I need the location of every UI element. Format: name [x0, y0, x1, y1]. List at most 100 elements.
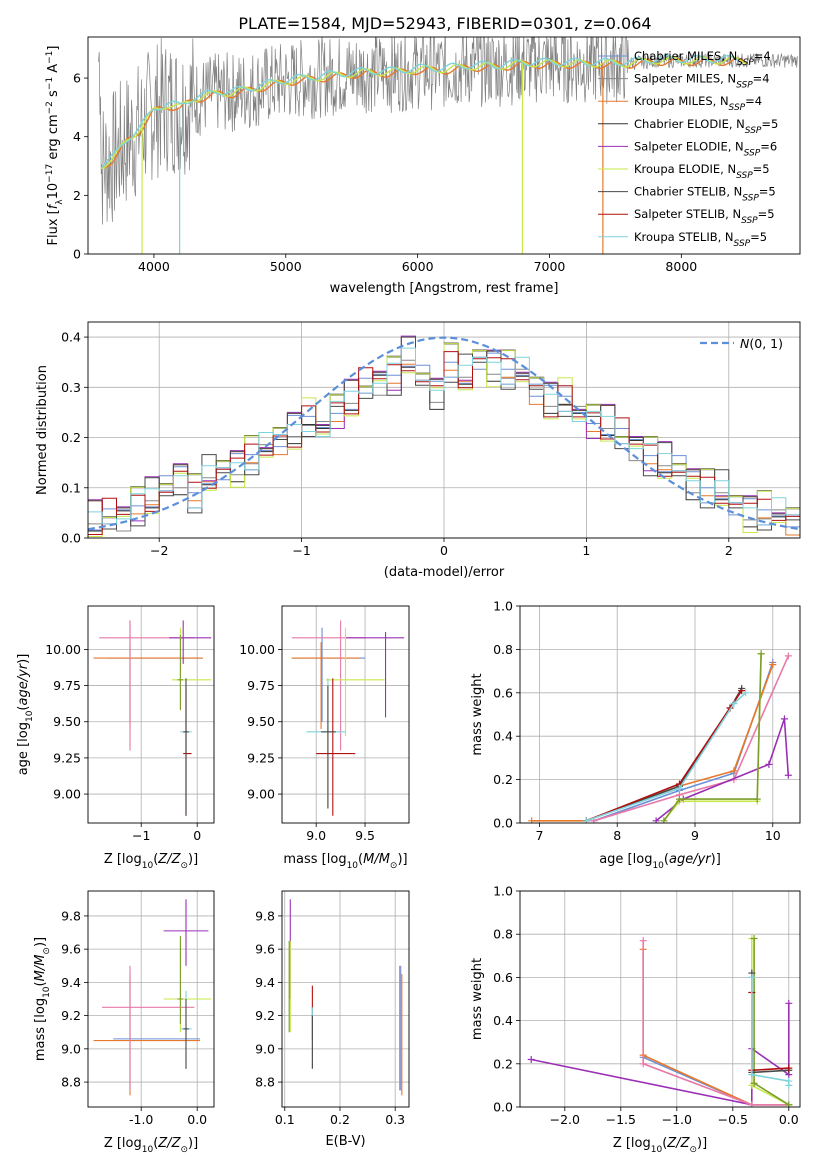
y-tick-label: 0.4: [493, 729, 513, 744]
y-tick-label: 9.25: [53, 750, 81, 765]
x-axis-label: (data-model)/error: [384, 565, 505, 580]
weight-series: [642, 940, 789, 1106]
figure-title: PLATE=1584, MJD=52943, FIBERID=0301, z=0…: [238, 14, 651, 33]
weight-marker: [748, 973, 756, 981]
x-tick-label: 1: [582, 543, 590, 558]
weight-series: [750, 973, 789, 1074]
x-axis-label: mass [log10(M/M⊙)]: [283, 852, 407, 871]
x-tick-label: −1.5: [606, 1112, 636, 1127]
weight-marker: [738, 687, 746, 695]
legend-entry: N(0, 1): [740, 336, 783, 351]
x-tick-label: −1.0: [662, 1112, 692, 1127]
y-tick-label: 10.00: [45, 642, 81, 657]
x-tick-label: 8: [613, 828, 621, 843]
x-tick-label: 8000: [665, 259, 697, 274]
axes-mass-vs-ebv: 0.1 0.2 0.3 8.8 9.0 9.2 9.4 9.6 9.8 E(B-V): [255, 890, 410, 1149]
errorbar-plot: [93, 620, 212, 816]
weight-series: [642, 949, 789, 1106]
legend-entry: Chabrier ELODIE, NSSP=5: [634, 117, 778, 136]
y-tick-label: 0.0: [493, 816, 513, 831]
residual-histogram: [88, 347, 800, 526]
y-tick-label: 0.4: [493, 1013, 513, 1028]
x-axis-label: E(B-V): [325, 1134, 365, 1149]
legend-entry: Kroupa STELIB, NSSP=5: [634, 230, 767, 249]
weight-marker: [639, 937, 647, 945]
y-tick-label: 9.50: [53, 714, 81, 729]
y-tick-label: 9.2: [255, 1008, 275, 1023]
weight-series: [663, 653, 762, 822]
y-tick-label: 9.0: [61, 1041, 81, 1056]
x-tick-label: 7000: [534, 259, 566, 274]
axes-spectrum: 4000 5000 6000 7000 8000 0 2 4 6 wavelength [Angs…: [45, 36, 801, 296]
y-tick-label: 0.8: [493, 642, 513, 657]
weight-marker: [639, 1060, 647, 1068]
errorbar-plot: [288, 899, 403, 1096]
y-tick-label: 4: [73, 129, 81, 144]
x-tick-label: 7: [535, 828, 543, 843]
y-tick-label: 8.8: [255, 1075, 275, 1090]
axes-frame: [87, 605, 215, 824]
weight-marker: [730, 767, 738, 775]
weight-marker: [765, 760, 773, 768]
x-tick-label: 10: [765, 828, 781, 843]
x-tick-label: 0: [440, 543, 448, 558]
y-tick-label: 8.8: [61, 1075, 81, 1090]
axes-frame: [519, 890, 801, 1108]
weight-marker: [785, 999, 793, 1007]
weight-marker: [742, 689, 750, 697]
y-axis-label: mass [log10(M/M⊙)]: [33, 937, 52, 1061]
model-spectrum: [100, 56, 747, 170]
axes-age-vs-Z: −1 0 9.00 9.25 9.50 9.75 10.00 Z [log10(Z/Z⊙)] a…: [16, 605, 215, 871]
y-tick-label: 0.6: [493, 685, 513, 700]
x-axis-label: wavelength [Angstrom, rest frame]: [330, 281, 559, 296]
y-axis-label: age [log10(age/yr)]: [16, 654, 35, 776]
normal-curve: [88, 336, 800, 531]
model-spectrum: [101, 57, 748, 168]
x-tick-label: 0.2: [330, 1112, 350, 1127]
weight-marker: [769, 661, 777, 669]
weight-series: [531, 1003, 790, 1106]
x-tick-label: -1.0: [129, 1112, 153, 1127]
weight-plot: [527, 935, 793, 1107]
x-tick-label: −0.5: [718, 1112, 748, 1127]
x-axis-label: Z [log10(Z/Z⊙)]: [613, 1136, 707, 1155]
y-tick-label: 9.00: [247, 787, 275, 802]
y-tick-label: 0.2: [493, 772, 513, 787]
x-tick-label: 0.1: [275, 1112, 295, 1127]
weight-marker: [730, 700, 738, 708]
weight-marker: [748, 1101, 756, 1107]
weight-marker: [753, 795, 761, 803]
weight-marker: [527, 1055, 535, 1063]
x-tick-label: 0.0: [779, 1112, 799, 1127]
residual-histogram: [88, 351, 800, 535]
weight-marker: [785, 1081, 793, 1089]
axes-age-vs-mass: 9.0 9.5 9.00 9.25 9.50 9.75 10.00 mass [log10(M…: [239, 605, 410, 871]
y-tick-label: 6: [73, 71, 81, 86]
axes-frame: [519, 605, 801, 824]
axes-weight-vs-Z: −2.0 −1.5 −1.0 −0.5 0.0 0.0 0.2 0.4 0.6 0.8 1.0 Z […: [470, 884, 801, 1155]
x-tick-label: 5000: [270, 259, 302, 274]
weight-marker: [780, 715, 788, 723]
x-tick-label: −1: [292, 543, 310, 558]
y-tick-label: 0.4: [61, 330, 81, 345]
weight-series: [593, 655, 790, 822]
x-tick-label: −2.0: [550, 1112, 580, 1127]
axes-frame: [87, 890, 215, 1108]
plot-layer: 4000 5000 6000 7000 8000 0 2 4 6 wavelength [Angs…: [16, 36, 801, 1155]
errorbar-plot: [93, 899, 212, 1096]
y-tick-label: 0: [73, 247, 81, 262]
legend-entry: Kroupa MILES, NSSP=4: [634, 94, 762, 113]
y-tick-label: 0.2: [61, 430, 81, 445]
axes-frame: [87, 36, 801, 255]
weight-marker: [675, 784, 683, 792]
weight-series: [585, 692, 747, 822]
y-tick-label: 9.6: [255, 942, 275, 957]
weight-marker: [528, 817, 536, 823]
x-tick-label: −1: [132, 828, 150, 843]
weight-marker: [675, 795, 683, 803]
y-tick-label: 0.3: [61, 380, 81, 395]
weight-marker: [784, 771, 792, 779]
legend-entry: Chabrier STELIB, NSSP=5: [634, 185, 776, 204]
residual-plot: [88, 335, 800, 537]
